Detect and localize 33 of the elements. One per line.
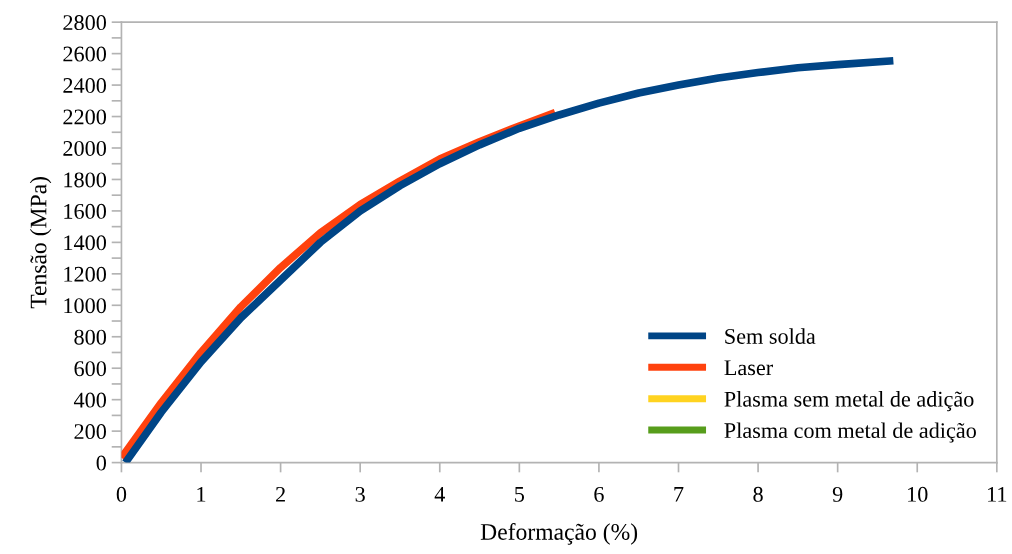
y-tick-label: 800: [74, 329, 107, 345]
legend-label: Sem solda: [725, 328, 816, 344]
y-tick-label: 1800: [64, 172, 107, 188]
x-tick-label: 3: [355, 486, 365, 502]
x-tick-label: 4: [434, 486, 445, 502]
y-tick-label: 2000: [63, 140, 107, 156]
x-tick-label: 11: [988, 486, 1007, 502]
y-tick-label: 2400: [63, 78, 107, 94]
x-tick-label: 9: [832, 486, 843, 502]
y-tick-label: 2600: [63, 46, 107, 62]
legend-label: Laser: [724, 360, 773, 376]
x-tick-label: 8: [753, 486, 763, 502]
y-axis-title: Tensão (MPa): [29, 177, 52, 309]
y-tick-label: 2800: [63, 15, 107, 31]
y-tick-label: 0: [96, 455, 107, 471]
x-tick-label: 2: [276, 486, 285, 502]
legend-label: Plasma com metal de adição: [724, 422, 976, 443]
y-tick-label: 1400: [64, 235, 107, 251]
x-tick-label: 7: [674, 487, 684, 502]
y-tick-label: 1000: [64, 298, 107, 314]
x-tick-label: 0: [116, 486, 127, 502]
x-tick-label: 10: [908, 486, 928, 502]
y-tick-label: 2200: [63, 109, 107, 125]
x-tick-label: 5: [515, 487, 525, 502]
x-tick-label: 6: [594, 486, 604, 502]
x-tick-label: 1: [197, 486, 206, 502]
y-tick-label: 200: [74, 424, 107, 440]
y-tick-label: 400: [73, 392, 107, 408]
y-tick-label: 600: [74, 361, 107, 377]
legend-label: Plasma sem metal de adição: [724, 391, 974, 412]
y-tick-label: 1200: [64, 266, 107, 282]
y-tick-label: 1600: [64, 203, 107, 219]
x-axis-title: Deformação (%): [480, 523, 638, 545]
